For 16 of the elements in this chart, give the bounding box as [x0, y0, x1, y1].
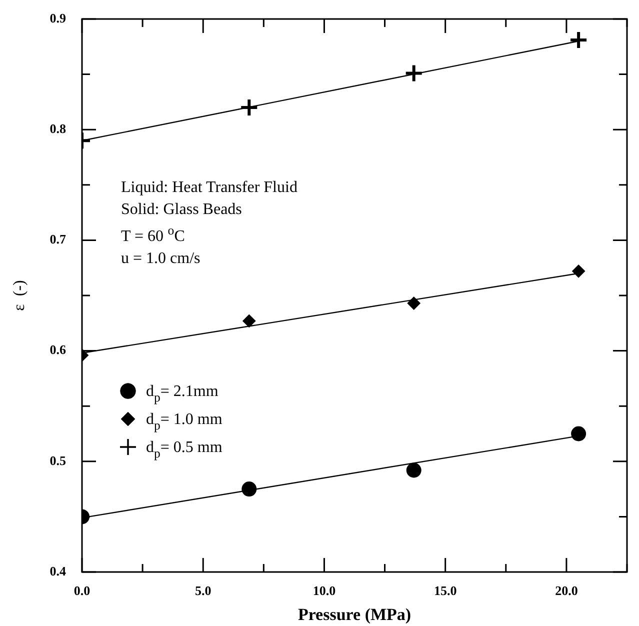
y-tick-label: 0.7: [50, 232, 66, 247]
x-tick-label: 15.0: [434, 583, 457, 598]
x-tick-label: 0.0: [74, 583, 90, 598]
x-tick-label: 10.0: [312, 583, 336, 598]
x-tick-label: 5.0: [194, 583, 212, 598]
y-tick-label: 0.6: [50, 342, 66, 358]
annotation: Solid: Glass Beads: [121, 201, 242, 218]
y-axis-title: ε (-): [10, 280, 28, 311]
y-tick-label: 0.4: [50, 563, 66, 578]
y-tick-label: 0.5: [50, 452, 66, 468]
annotation: u = 1.0 cm/s: [121, 250, 200, 267]
x-tick-label: 20.0: [555, 583, 578, 598]
y-tick-label: 0.8: [50, 120, 66, 136]
y-tick-label: 0.9: [50, 10, 66, 26]
x-axis-title: Pressure (MPa): [298, 605, 412, 624]
annotation: Liquid: Heat Transfer Fluid: [121, 179, 298, 196]
